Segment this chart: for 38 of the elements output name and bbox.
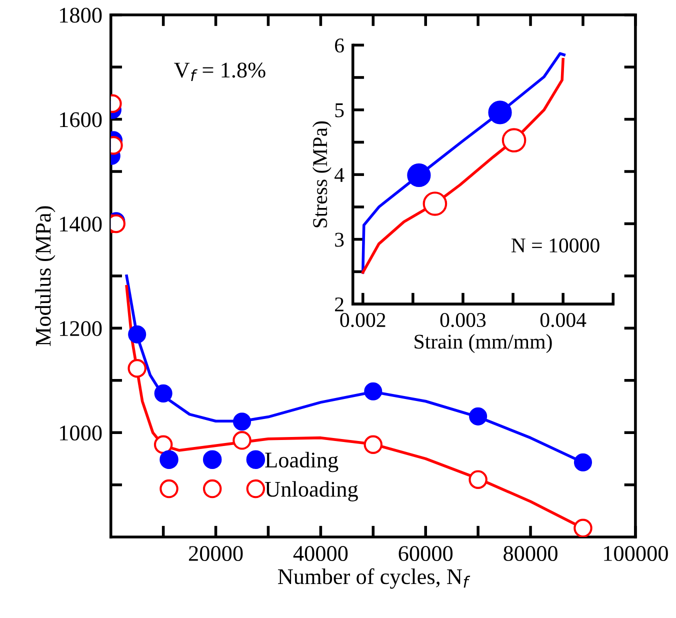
point [422, 192, 448, 216]
y-tick-label: 1400 [60, 216, 102, 232]
y-tick-label: 1200 [60, 321, 102, 336]
x-tick-label: 20000 [188, 546, 243, 562]
y-axis-title: Modulus (MPa) [35, 206, 56, 346]
y-tick-label: 2 [335, 297, 344, 312]
legend-label: Loading [265, 452, 338, 472]
x-tick-label: 60000 [398, 546, 453, 562]
point [488, 100, 512, 124]
y-tick-label: 5 [335, 103, 344, 118]
x-tick-label: 0.004 [540, 312, 586, 328]
y-tick-label: 4 [334, 168, 344, 182]
point [574, 518, 592, 538]
x-tick-label: 40000 [293, 546, 348, 562]
x-axis-title: Strain (mm/mm) [414, 334, 552, 353]
point [468, 470, 488, 489]
point [502, 128, 526, 152]
point [364, 435, 383, 454]
x-tick-label: 80000 [504, 546, 558, 562]
y-tick-label: 1000 [60, 426, 102, 441]
annotation: N = 10000 [511, 238, 600, 252]
legend-label: Unloading [265, 481, 358, 502]
x-tick-label: 100000 [604, 546, 668, 562]
point [407, 163, 431, 188]
point [469, 407, 488, 426]
x-tick-label: 0.002 [340, 312, 386, 328]
point [364, 382, 382, 400]
point [232, 431, 252, 450]
y-tick-label: 1600 [60, 112, 102, 128]
y-axis-title: Stress (MPa) [312, 121, 332, 228]
point [232, 412, 252, 431]
y-tick-label: 6 [335, 38, 344, 53]
y-tick-label: 3 [335, 232, 344, 247]
point [574, 453, 592, 472]
x-axis-title: Number of cycles, N$_{f}$ [278, 568, 470, 589]
x-tick-label: 0.003 [440, 312, 486, 328]
y-tick-label: 1800 [60, 8, 102, 23]
annotation: V$_{f}$ = 1.8% [174, 62, 266, 82]
